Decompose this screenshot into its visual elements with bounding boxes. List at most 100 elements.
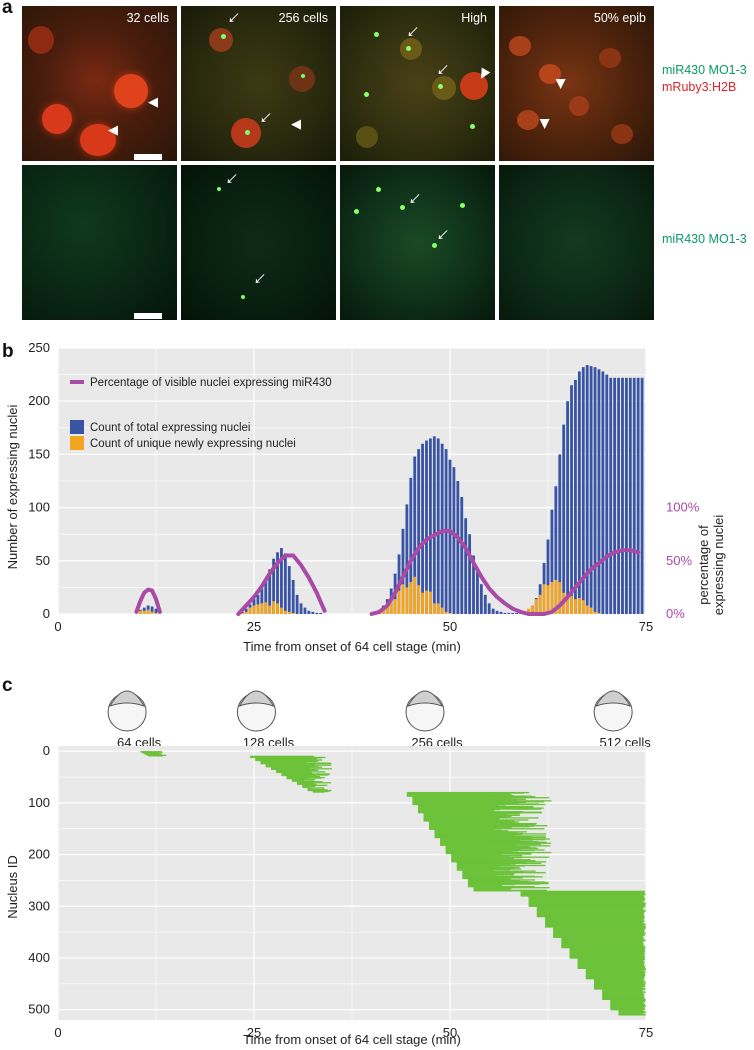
bar-unique bbox=[574, 599, 577, 614]
bar-unique bbox=[252, 605, 256, 614]
x-tick-label: 75 bbox=[639, 619, 653, 634]
right-tick-label: 0% bbox=[666, 606, 685, 621]
bar-total bbox=[432, 436, 436, 614]
bar-unique bbox=[526, 608, 530, 614]
bar-unique bbox=[585, 605, 589, 614]
bar-unique bbox=[566, 596, 570, 614]
bar-unique bbox=[283, 610, 287, 614]
bar-total bbox=[574, 379, 577, 614]
bar-unique bbox=[448, 612, 452, 614]
panel-letter-b: b bbox=[2, 341, 14, 362]
bar-total bbox=[291, 579, 295, 614]
expression-bar bbox=[302, 786, 309, 789]
bar-total bbox=[460, 496, 464, 614]
x-tick-label: 50 bbox=[443, 1025, 457, 1040]
bar-total bbox=[244, 608, 248, 614]
bar-unique bbox=[413, 576, 417, 614]
expression-bar bbox=[473, 890, 529, 892]
bar-unique bbox=[276, 603, 279, 614]
bar-unique bbox=[150, 611, 154, 614]
bar-unique bbox=[154, 612, 158, 614]
y-tick-label: 0 bbox=[43, 743, 50, 758]
x-tick-label: 25 bbox=[247, 1025, 261, 1040]
bar-total bbox=[311, 611, 315, 614]
legend-unique-swatch bbox=[70, 436, 84, 450]
bar-total bbox=[628, 377, 632, 614]
bar-total bbox=[605, 374, 609, 614]
bar-unique bbox=[401, 584, 405, 614]
y-tick-label: 400 bbox=[28, 950, 50, 965]
bar-total bbox=[464, 518, 468, 614]
expression-bar bbox=[462, 876, 543, 878]
bar-total bbox=[319, 612, 323, 614]
chart-b-right-label-1: percentage of bbox=[696, 525, 711, 605]
bar-unique bbox=[264, 602, 268, 614]
bar-unique bbox=[581, 600, 585, 614]
embryo-icon bbox=[593, 690, 633, 732]
bar-unique bbox=[546, 585, 550, 614]
bar-unique bbox=[256, 604, 260, 614]
y-tick-label: 0 bbox=[43, 606, 50, 621]
bar-total bbox=[562, 424, 566, 614]
bar-total bbox=[276, 552, 279, 614]
bar-unique bbox=[530, 605, 534, 614]
bar-total bbox=[483, 594, 487, 614]
bar-total bbox=[570, 385, 573, 614]
bar-total bbox=[640, 377, 644, 614]
micro-cell-r2-high: ↓ ↓ bbox=[340, 165, 495, 320]
expression-bar bbox=[473, 887, 550, 889]
scale-bar bbox=[134, 313, 162, 319]
bar-total bbox=[636, 377, 640, 614]
bar-total bbox=[260, 588, 264, 614]
stage-label: High bbox=[461, 11, 487, 25]
bar-total bbox=[295, 594, 299, 614]
bar-unique bbox=[538, 594, 542, 614]
x-tick-label: 75 bbox=[639, 1025, 653, 1040]
bar-unique bbox=[287, 611, 291, 614]
bar-total bbox=[307, 610, 311, 614]
x-tick-label: 0 bbox=[54, 619, 61, 634]
micro-cell-r2-256cells: ↓ ↓ bbox=[181, 165, 336, 320]
bar-total bbox=[448, 459, 452, 614]
bar-total bbox=[413, 456, 417, 614]
bar-total bbox=[409, 477, 413, 614]
bar-total bbox=[476, 571, 479, 614]
y-tick-label: 300 bbox=[28, 898, 50, 913]
bar-unique bbox=[240, 612, 244, 614]
chart-b-ylabel: Number of expressing nuclei bbox=[5, 405, 20, 570]
bar-total bbox=[154, 608, 158, 614]
bar-total bbox=[405, 504, 409, 614]
x-tick-label: 25 bbox=[247, 619, 261, 634]
chart-b-ticks: 0 50 100 150 200 250 0 25 50 75 0% 50% 100% bbox=[28, 340, 699, 634]
microscopy-grid: ◀ ◀ 32 cells ↓ ↓ ◀ 256 cells ↓ ↓ ◀ High bbox=[22, 6, 658, 322]
bar-unique bbox=[597, 612, 601, 614]
blastoderm-icon bbox=[595, 690, 632, 707]
bar-unique bbox=[417, 585, 421, 614]
bar-total bbox=[613, 377, 617, 614]
bar-total bbox=[546, 539, 550, 614]
legend-unique-label: Count of unique newly expressing nuclei bbox=[90, 438, 296, 450]
bar-total bbox=[421, 443, 424, 614]
bar-total bbox=[440, 443, 444, 614]
chart-b-right-label-2: expressing nuclei bbox=[711, 515, 726, 616]
micro-cell-r1-50epib: ◀ ◀ 50% epib bbox=[499, 6, 654, 161]
bar-unique bbox=[534, 599, 538, 614]
bar-total bbox=[268, 569, 272, 614]
bar-total bbox=[609, 377, 613, 614]
arrowhead-icon: ◀ bbox=[148, 94, 158, 109]
bar-total bbox=[617, 377, 620, 614]
y-tick-label: 50 bbox=[36, 553, 50, 568]
bar-unique bbox=[440, 607, 444, 614]
bar-unique bbox=[550, 582, 554, 614]
stage-label: 32 cells bbox=[126, 11, 169, 25]
chart-c-xlabel: Time from onset of 64 cell stage (min) bbox=[243, 1032, 461, 1047]
bar-total bbox=[550, 509, 554, 614]
x-tick-label: 50 bbox=[443, 619, 457, 634]
y-tick-label: 200 bbox=[28, 847, 50, 862]
bar-total bbox=[511, 612, 515, 614]
bar-total bbox=[632, 377, 636, 614]
bar-unique bbox=[389, 601, 393, 614]
bar-unique bbox=[244, 611, 248, 614]
bar-unique bbox=[577, 598, 581, 614]
